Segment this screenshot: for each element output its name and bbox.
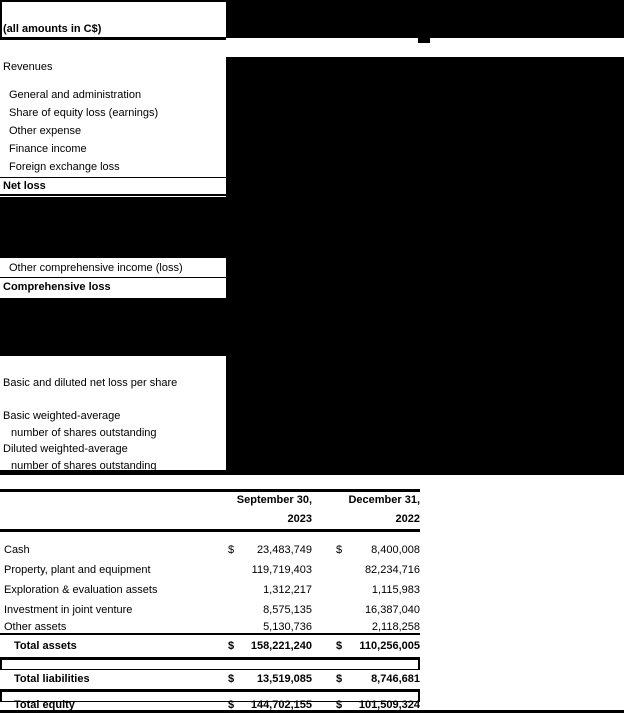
value-2023: 158,221,240 bbox=[250, 640, 312, 652]
income-row-general-admin: General and administration bbox=[9, 89, 142, 101]
dollar-sign: $ bbox=[336, 544, 343, 556]
dollar-sign: $ bbox=[228, 640, 235, 652]
title-box-left-border bbox=[0, 0, 2, 38]
value-2022: 16,387,040 bbox=[364, 604, 420, 616]
income-row-other-expense: Other expense bbox=[9, 125, 82, 137]
income-row-diluted-shares-outstanding: number of shares outstanding bbox=[11, 460, 157, 472]
income-row-net-loss: Net loss bbox=[3, 180, 46, 192]
value-2023: 144,702,155 bbox=[250, 699, 312, 711]
net-loss-bottom-border bbox=[0, 194, 226, 196]
gap-right-tick-2 bbox=[418, 689, 420, 702]
gap-right-tick-1 bbox=[418, 657, 420, 670]
total-liabilities-bottom-border bbox=[0, 689, 420, 692]
value-2023: 8,575,135 bbox=[263, 604, 312, 616]
table-row-total-liabilities: Total liabilities $13,519,085 $8,746,681 bbox=[0, 670, 420, 689]
income-row-diluted-weighted-average: Diluted weighted-average bbox=[3, 443, 128, 455]
row-label: Cash bbox=[4, 544, 30, 556]
row-label: Total liabilities bbox=[14, 673, 90, 685]
gap-left-tick-1 bbox=[0, 657, 2, 670]
redaction-band-netloss-detail bbox=[0, 197, 624, 258]
column-header-period-2-line1: December 31, bbox=[348, 494, 420, 506]
value-2022: 82,234,716 bbox=[364, 564, 420, 576]
total-assets-bottom-border bbox=[0, 657, 420, 660]
income-row-fx-loss: Foreign exchange loss bbox=[9, 161, 120, 173]
redaction-strip-section-end bbox=[0, 470, 624, 475]
dollar-sign: $ bbox=[228, 699, 235, 711]
dollar-sign: $ bbox=[336, 640, 343, 652]
value-2023: 23,483,749 bbox=[256, 544, 312, 556]
row-label: Total assets bbox=[14, 640, 77, 652]
dollar-sign: $ bbox=[336, 673, 343, 685]
income-row-finance-income: Finance income bbox=[9, 143, 87, 155]
total-liabilities-top-border bbox=[0, 669, 420, 670]
income-row-eps: Basic and diluted net loss per share bbox=[3, 377, 178, 389]
value-2022: 1,115,983 bbox=[371, 584, 420, 596]
value-2023: 5,130,736 bbox=[263, 621, 312, 633]
column-header-period-1-line2: 2023 bbox=[287, 513, 312, 525]
table-row-joint-venture: Investment in joint venture 8,575,135 16… bbox=[0, 600, 420, 620]
table-top-border bbox=[0, 489, 420, 492]
page-bottom-border bbox=[0, 710, 624, 713]
dollar-sign: $ bbox=[228, 544, 235, 556]
value-2022: 110,256,005 bbox=[359, 640, 420, 652]
row-label: Total equity bbox=[14, 699, 75, 711]
redaction-block-tab bbox=[418, 37, 430, 43]
income-row-revenues: Revenues bbox=[3, 61, 53, 73]
gap-left-tick-2 bbox=[0, 689, 2, 702]
income-row-equity-loss: Share of equity loss (earnings) bbox=[9, 107, 159, 119]
value-2022: 8,400,008 bbox=[371, 544, 420, 556]
table-row-ppe: Property, plant and equipment 119,719,40… bbox=[0, 560, 420, 580]
redaction-block-header bbox=[226, 0, 624, 38]
redaction-block-values bbox=[226, 57, 624, 472]
value-2023: 13,519,085 bbox=[256, 673, 312, 685]
value-2023: 119,719,403 bbox=[251, 564, 312, 576]
income-row-oci: Other comprehensive income (loss) bbox=[9, 262, 183, 274]
header-bottom-border bbox=[0, 529, 420, 532]
title-box-bottom-border bbox=[0, 37, 226, 40]
value-2022: 8,746,681 bbox=[371, 673, 420, 685]
income-row-basic-shares-outstanding: number of shares outstanding bbox=[11, 427, 157, 439]
dollar-sign: $ bbox=[228, 673, 235, 685]
title-box-top-border bbox=[0, 0, 226, 2]
net-loss-top-border bbox=[0, 177, 226, 178]
table-row-total-assets: Total assets $158,221,240 $110,256,005 bbox=[0, 636, 420, 657]
dollar-sign: $ bbox=[336, 699, 343, 711]
currency-note: (all amounts in C$) bbox=[3, 23, 102, 35]
redaction-band-comprehensive-detail bbox=[0, 298, 624, 356]
column-header-period-1-line1: September 30, bbox=[236, 494, 312, 506]
value-2022: 101,509,324 bbox=[358, 699, 420, 711]
table-row-cash: Cash $23,483,749 $8,400,008 bbox=[0, 540, 420, 560]
row-label: Other assets bbox=[4, 621, 67, 633]
table-row-total-equity: Total equity $144,702,155 $101,509,324 bbox=[0, 699, 420, 711]
row-label: Exploration & evaluation assets bbox=[4, 584, 158, 596]
table-row-exploration-evaluation: Exploration & evaluation assets 1,312,21… bbox=[0, 580, 420, 600]
row-label: Investment in joint venture bbox=[4, 604, 133, 616]
income-row-basic-weighted-average: Basic weighted-average bbox=[3, 410, 121, 422]
income-row-comprehensive-loss: Comprehensive loss bbox=[3, 281, 111, 293]
table-row-other-assets: Other assets 5,130,736 2,118,258 bbox=[0, 620, 420, 634]
oci-bottom-border bbox=[0, 277, 226, 278]
total-equity-top-border bbox=[0, 701, 420, 702]
column-header-period-2-line2: 2022 bbox=[395, 513, 420, 525]
assets-detail-bottom-border bbox=[0, 633, 420, 635]
value-2022: 2,118,258 bbox=[371, 621, 420, 633]
row-label: Property, plant and equipment bbox=[4, 564, 151, 576]
value-2023: 1,312,217 bbox=[263, 584, 312, 596]
